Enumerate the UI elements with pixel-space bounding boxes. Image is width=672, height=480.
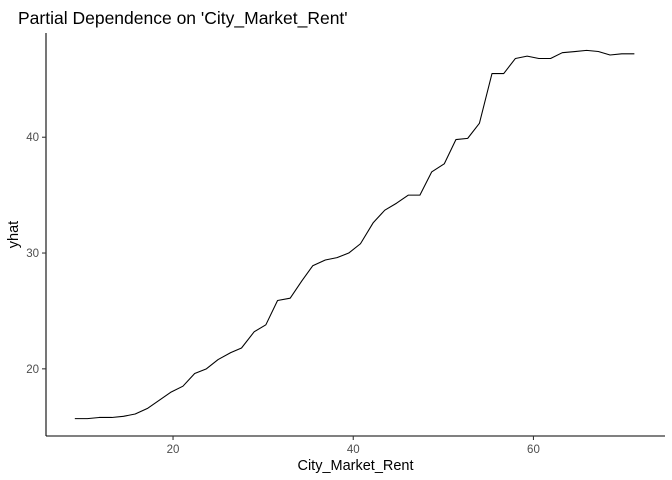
y-axis-title: yhat xyxy=(6,221,22,248)
x-tick-label: 40 xyxy=(347,444,360,456)
x-ticks: 20 40 60 xyxy=(167,436,540,456)
series-line xyxy=(74,49,635,420)
x-tick-label: 60 xyxy=(527,444,540,456)
y-ticks: 20 30 40 xyxy=(26,132,46,376)
x-axis-title: City_Market_Rent xyxy=(297,458,413,474)
x-tick-label: 20 xyxy=(167,444,180,456)
axes: 20 40 60 20 30 40 xyxy=(26,33,665,456)
y-tick-label: 30 xyxy=(26,248,39,260)
y-tick-label: 40 xyxy=(26,132,39,144)
chart-title: Partial Dependence on 'City_Market_Rent' xyxy=(18,8,348,29)
y-tick-label: 20 xyxy=(26,364,39,376)
